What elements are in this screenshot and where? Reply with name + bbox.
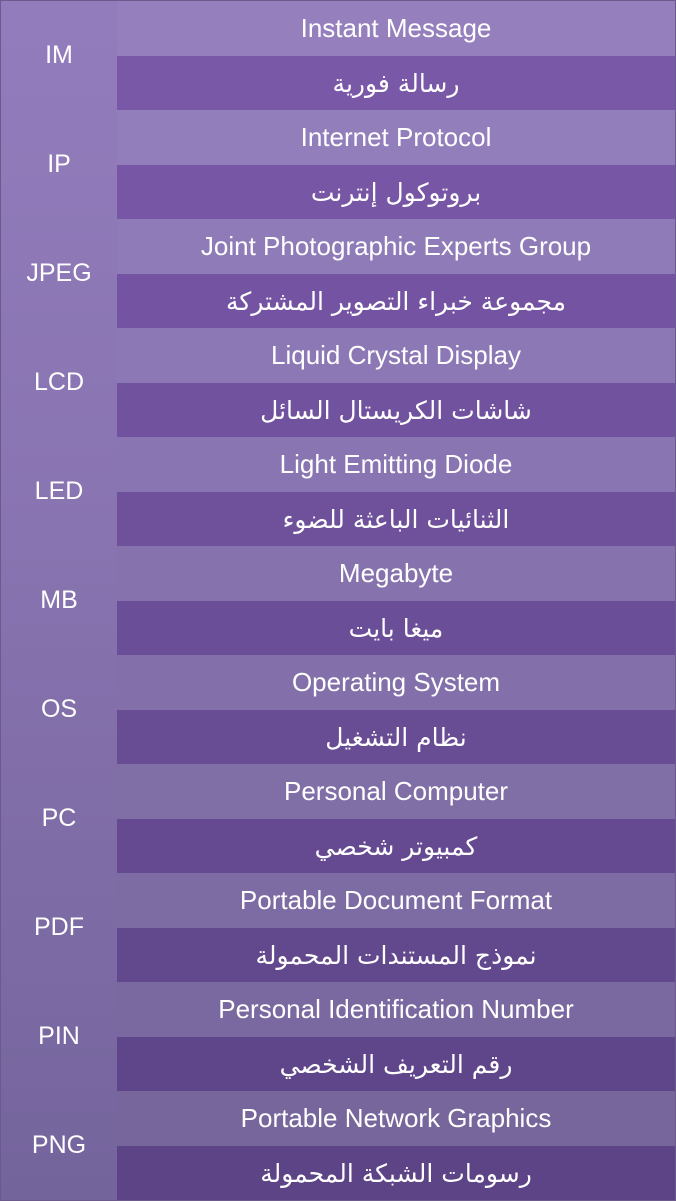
acronym-english-expansion: Instant Message: [117, 1, 675, 56]
acronym-abbreviation: PIN: [38, 1022, 80, 1050]
acronym-english-expansion: Internet Protocol: [117, 110, 675, 165]
acronym-arabic-translation: رقم التعريف الشخصي: [117, 1037, 675, 1091]
acronym-abbreviation: PC: [41, 804, 77, 832]
acronym-abbreviation: IM: [45, 41, 73, 69]
acronym-row: IP Internet Protocol بروتوكول إنترنت: [1, 110, 675, 219]
acronym-english-expansion: Megabyte: [117, 546, 675, 601]
acronym-english-expansion: Portable Document Format: [117, 873, 675, 928]
acronym-arabic-translation: بروتوكول إنترنت: [117, 165, 675, 219]
acronym-row: PDF Portable Document Format نموذج المستند…: [1, 873, 675, 982]
acronym-row: PIN Personal Identification Number رقم الت…: [1, 982, 675, 1091]
acronym-english-expansion: Joint Photographic Experts Group: [117, 219, 675, 274]
acronym-arabic-translation: نموذج المستندات المحمولة: [117, 928, 675, 982]
acronym-abbreviation: IP: [47, 150, 71, 178]
acronym-abbreviation: MB: [40, 586, 78, 614]
acronym-abbreviation: PDF: [34, 913, 84, 941]
acronym-english-expansion: Portable Network Graphics: [117, 1091, 675, 1146]
acronym-row: JPEG Joint Photographic Experts Group مجمو…: [1, 219, 675, 328]
acronym-arabic-translation: رسومات الشبكة المحمولة: [117, 1146, 675, 1200]
acronym-arabic-translation: نظام التشغيل: [117, 710, 675, 764]
acronym-english-expansion: Liquid Crystal Display: [117, 328, 675, 383]
acronym-abbreviation: LED: [34, 477, 84, 505]
acronym-abbreviation: PNG: [31, 1131, 87, 1159]
acronym-abbreviation: LCD: [33, 368, 84, 396]
acronym-arabic-translation: مجموعة خبراء التصوير المشتركة: [117, 274, 675, 328]
acronym-row: IM Instant Message رسالة فورية: [1, 1, 675, 110]
acronym-english-expansion: Personal Identification Number: [117, 982, 675, 1037]
acronym-row: PC Personal Computer كمبيوتر شخصي: [1, 764, 675, 873]
acronym-abbreviation: OS: [40, 695, 78, 723]
acronym-row: PNG Portable Network Graphics رسومات الشبك…: [1, 1091, 675, 1200]
acronym-row: LED Light Emitting Diode الثنائيات الباعثة…: [1, 437, 675, 546]
acronym-english-expansion: Operating System: [117, 655, 675, 710]
acronym-arabic-translation: كمبيوتر شخصي: [117, 819, 675, 873]
acronym-arabic-translation: رسالة فورية: [117, 56, 675, 110]
acronym-arabic-translation: شاشات الكريستال السائل: [117, 383, 675, 437]
acronym-english-expansion: Light Emitting Diode: [117, 437, 675, 492]
acronym-english-expansion: Personal Computer: [117, 764, 675, 819]
acronym-arabic-translation: ميغا بايت: [117, 601, 675, 655]
acronym-arabic-translation: الثنائيات الباعثة للضوء: [117, 492, 675, 546]
acronym-row: LCD Liquid Crystal Display شاشات الكريستال…: [1, 328, 675, 437]
acronym-abbreviation: JPEG: [26, 259, 92, 287]
acronym-row: OS Operating System نظام التشغيل: [1, 655, 675, 764]
acronym-row: MB Megabyte ميغا بايت: [1, 546, 675, 655]
